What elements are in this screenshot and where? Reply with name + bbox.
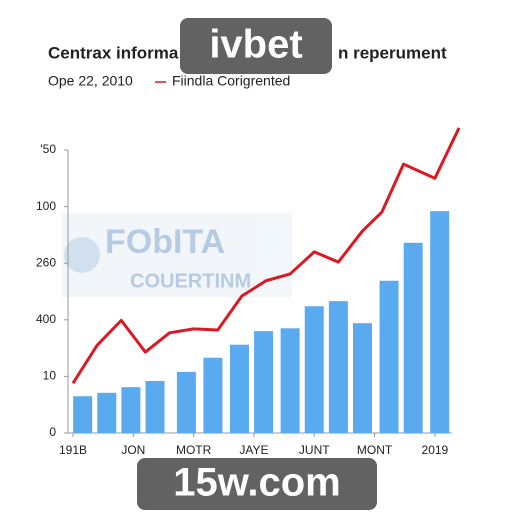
chart-title: Centrax informa (48, 43, 179, 62)
y-tick-label: '50 (40, 142, 56, 156)
bar (176, 371, 196, 433)
chart-title-end: n reperument (338, 43, 447, 62)
logo-watermark: FObITA COUERTINM (62, 213, 292, 297)
bar (430, 211, 450, 433)
bar (97, 392, 117, 433)
y-tick-label: 260 (36, 255, 56, 269)
logo-subtext: COUERTINM (130, 270, 251, 292)
watermark-box (180, 18, 332, 74)
watermark-box (137, 458, 377, 510)
watermark-text: ivbet (209, 23, 302, 67)
bar (403, 242, 423, 433)
y-tick-label: 0 (49, 425, 56, 439)
x-tick-label: JON (121, 443, 145, 457)
line (71, 127, 461, 384)
x-tick-label: MONT (357, 443, 393, 457)
x-tick-label: 2019 (422, 443, 449, 457)
bar (121, 387, 141, 433)
chart-subtitle: Ope 22, 2010 (48, 73, 133, 89)
x-tick-label: JAYE (239, 443, 268, 457)
bar (280, 328, 300, 433)
logo-globe (64, 237, 100, 273)
bar (203, 357, 223, 433)
plot: 0 10 400 260 100 '50 191B JON MOTR JAYE JUNT MONT 20… (36, 142, 449, 457)
bar (229, 344, 249, 433)
bar (353, 323, 372, 433)
marks (71, 127, 461, 433)
bar (73, 396, 93, 433)
bar (254, 331, 274, 433)
x-tick-label: MOTR (176, 443, 212, 457)
watermark-text: 15w.com (173, 461, 340, 505)
y-tick-label: 400 (36, 312, 56, 326)
x-tick-label: JUNT (299, 443, 330, 457)
y-tick-label: 100 (36, 199, 56, 213)
logo-text: FObITA (105, 223, 225, 261)
logo-background (62, 213, 292, 297)
legend-label: Fiindla Corigrented (172, 73, 290, 89)
bar (304, 306, 324, 433)
x-tick-label: 191B (59, 443, 87, 457)
bar (379, 280, 399, 433)
bar (145, 380, 165, 433)
bar (328, 301, 348, 433)
y-tick-label: 10 (43, 369, 57, 383)
